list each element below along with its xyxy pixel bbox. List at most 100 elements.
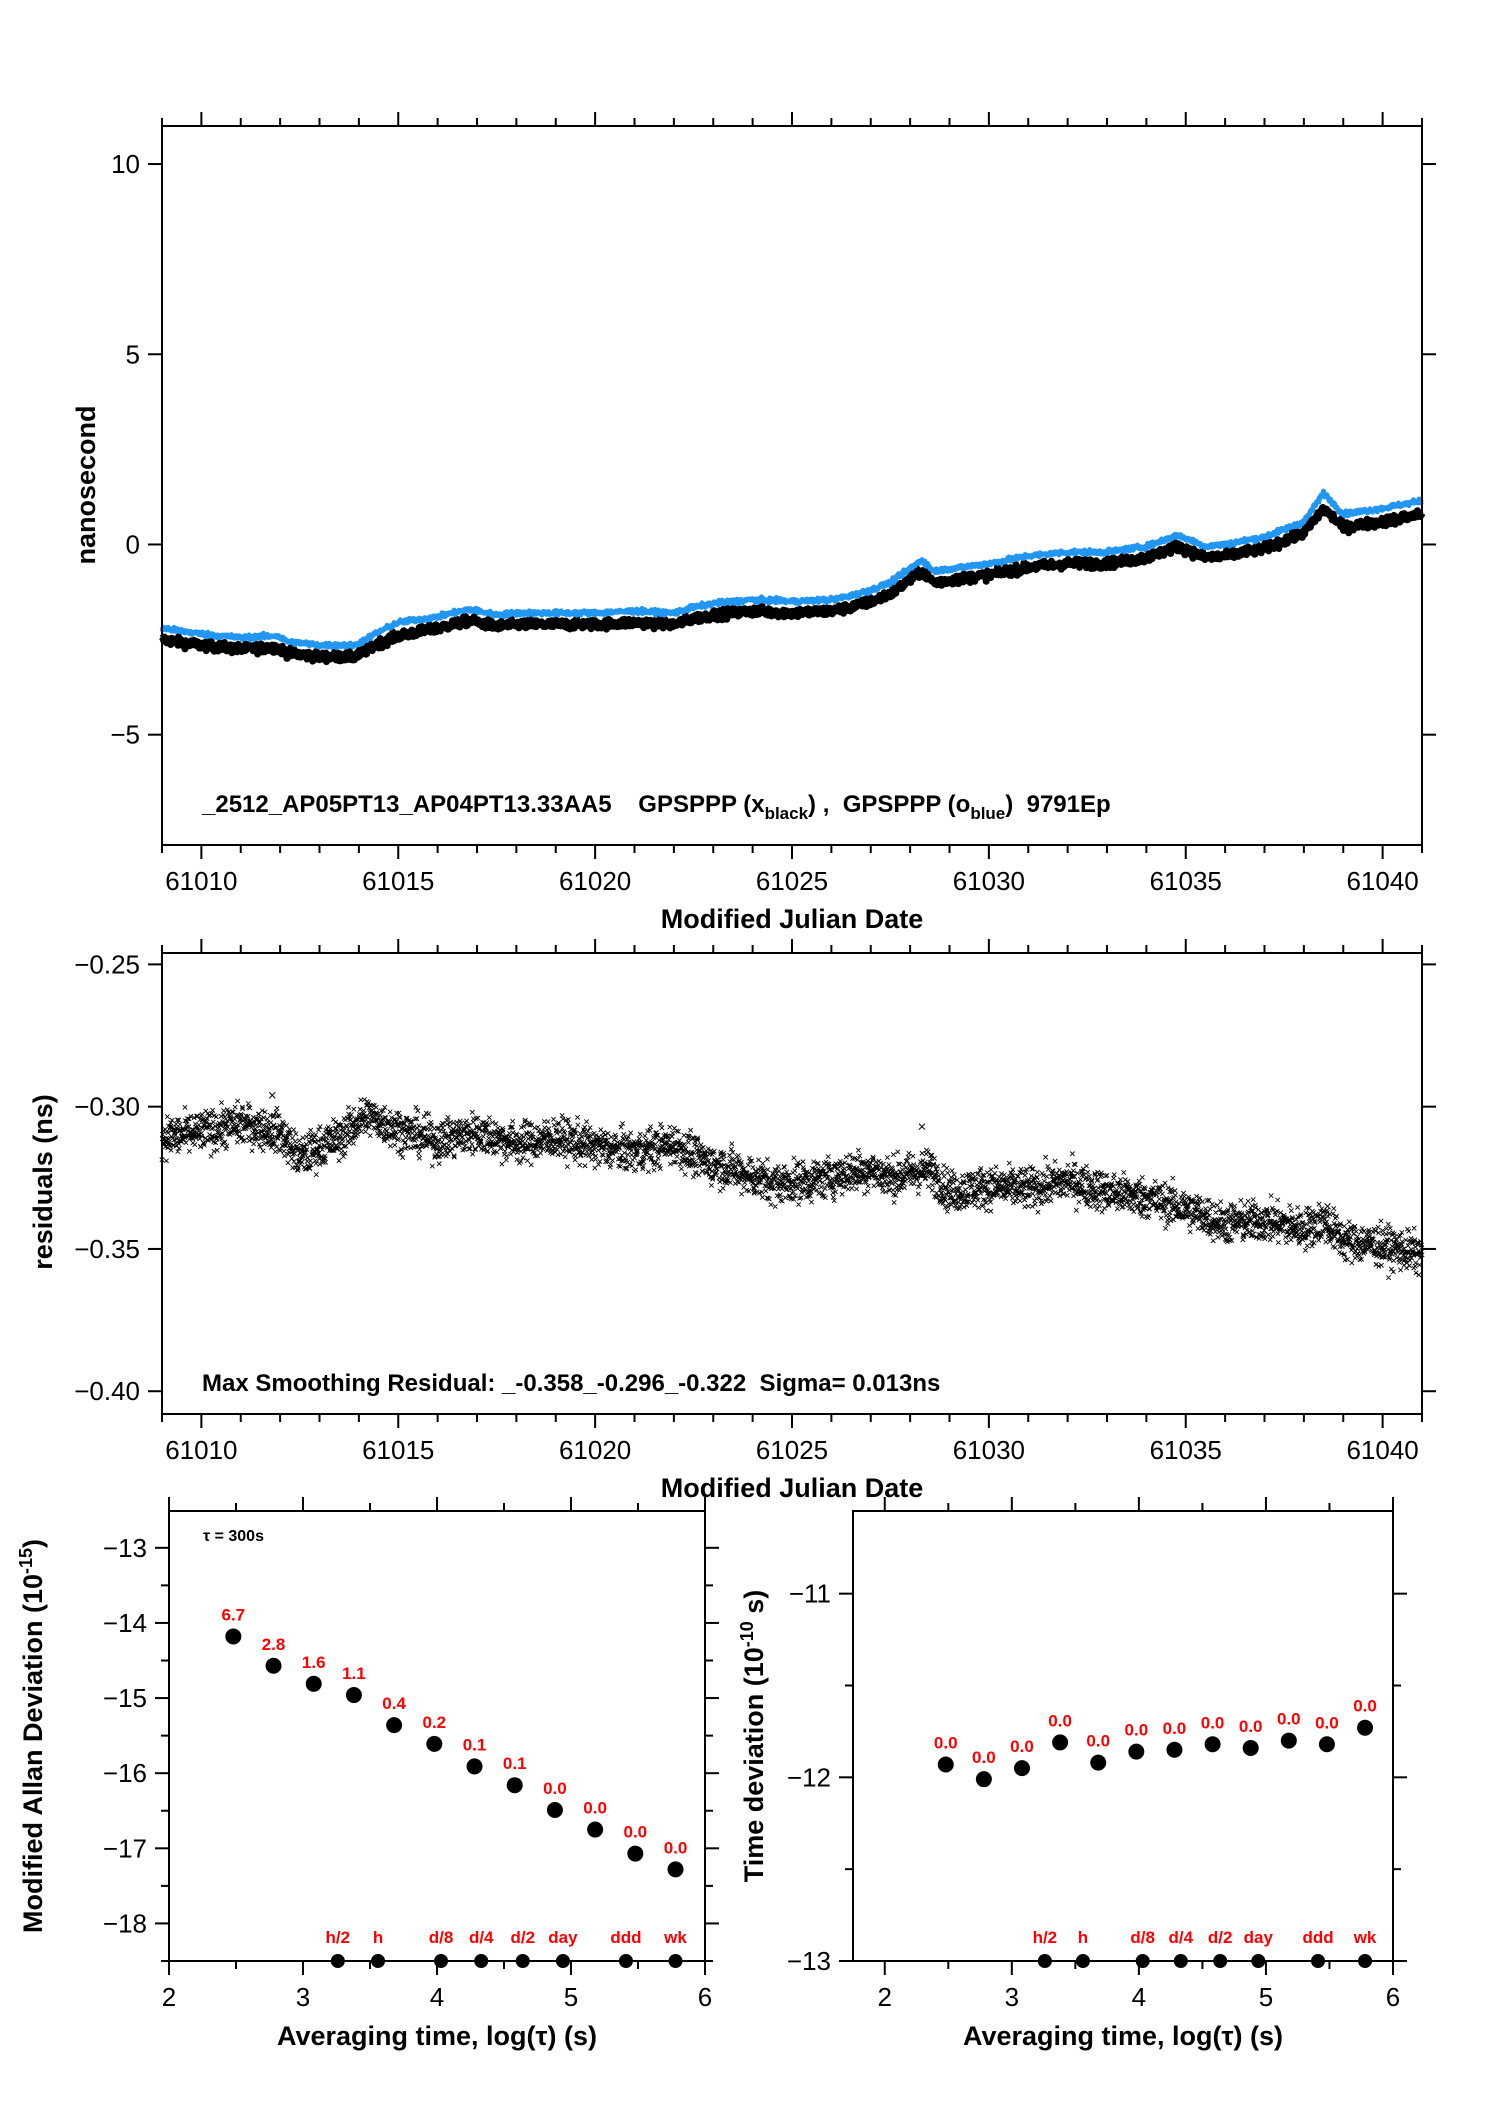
data-point [1052,1734,1069,1751]
data-point [1357,1719,1374,1736]
x-tick-label: 4 [1132,1982,1146,2012]
tau-marker [618,1954,633,1968]
x-tick-label: 61025 [756,866,828,896]
data-point [265,1657,282,1674]
tau-marker [1311,1954,1326,1968]
mdev-ylabel: Modified Allan Deviation (10-15) [16,1539,48,1933]
point-label: 0.0 [1239,1717,1263,1736]
y-tick-label: −5 [110,720,140,750]
point-label: 1.1 [342,1664,366,1683]
x-tick-label: 61035 [1150,866,1222,896]
point-label: 0.1 [503,1754,527,1773]
tau-marker [1075,1954,1090,1968]
data-point [667,1861,684,1878]
point-label: 0.0 [972,1748,996,1767]
residual-outlier-marker [1324,1202,1331,1210]
data-point [345,1687,362,1704]
y-tick-label: −16 [103,1758,147,1788]
tau-marker-label: ddd [610,1928,641,1947]
tau-marker [371,1954,386,1968]
data-point [627,1845,644,1862]
data-point [1280,1732,1297,1749]
tau-marker [1173,1954,1188,1968]
tau-marker-label: day [548,1928,578,1947]
tau-marker [555,1954,570,1968]
y-tick-label: 5 [126,339,140,369]
x-tick-label: 61010 [165,1435,237,1465]
data-point [225,1628,242,1645]
x-tick-label: 6 [698,1982,712,2012]
residuals-annotation: Max Smoothing Residual: _-0.358_-0.296_-… [202,1370,940,1397]
residual-outlier-marker [1249,1231,1257,1239]
y-tick-label: −12 [787,1762,831,1792]
y-tick-label: 0 [126,529,140,559]
x-tick-label: 5 [1259,1982,1273,2012]
x-tick-label: 61035 [1150,1435,1222,1465]
x-tick-label: 61030 [953,866,1025,896]
point-label: 0.1 [463,1735,487,1754]
tau-marker-label: d/8 [429,1928,454,1947]
tau-marker-label: d/4 [469,1928,494,1947]
tau-marker-label: h/2 [326,1928,351,1947]
time-series-frame [161,125,1423,846]
point-label: 0.0 [1048,1711,1072,1730]
point-label: 0.0 [1125,1721,1149,1740]
tau-marker [1213,1954,1228,1968]
tau-marker-label: d/2 [510,1928,535,1947]
point-label: 0.0 [664,1838,688,1857]
tau-marker [1135,1954,1150,1968]
point-label: 1.6 [302,1653,326,1672]
data-point [937,1756,954,1773]
x-tick-label: 4 [430,1982,444,2012]
tau-marker-label: wk [663,1928,687,1947]
y-tick-label: −17 [103,1833,147,1863]
mdev-panel: 2 3 4 5 6 −18 −17 −16 −15 −14 −13 6.7 2.8 1.6 1.1 0.4 0… [16,1497,719,2051]
tau-marker-label: d/2 [1208,1928,1233,1947]
y-tick-label: −13 [787,1946,831,1976]
tdev-ylabel-sup: -10 [737,1621,757,1647]
mdev-ticks: 2 3 4 5 6 −18 −17 −16 −15 −14 −13 [103,1497,719,2012]
point-label: 0.4 [382,1694,406,1713]
residual-x-markers [159,1097,1425,1281]
y-tick-label: −18 [103,1908,147,1938]
tdev-frame [852,1510,1394,1962]
x-tick-label: 61040 [1346,1435,1418,1465]
mdev-data: 6.7 2.8 1.6 1.1 0.4 0.2 0.1 0.1 0.0 0.0 0.0 0.0 h/2 h… [221,1605,687,1968]
data-point [305,1675,322,1692]
data-point [506,1777,523,1794]
y-tick-label: −15 [103,1683,147,1713]
residuals-data [159,1091,1425,1281]
point-label: 0.0 [543,1779,567,1798]
time-series-ticks: 61010 61015 61020 61025 61030 61035 61040 −5 0 5 1… [110,112,1436,896]
data-point [1128,1743,1145,1760]
legend-middle: ) , GPSPPP (o [808,791,970,818]
x-tick-label: 61030 [953,1435,1025,1465]
tdev-ticks: 2 3 4 5 6 −13 −12 −11 [787,1497,1407,2012]
point-label: 0.0 [1353,1697,1377,1716]
x-tick-label: 2 [162,1982,176,2012]
y-tick-label: −0.40 [74,1376,140,1406]
tau-marker-label: d/4 [1169,1928,1194,1947]
point-label: 0.0 [1277,1710,1301,1729]
time-series-ylabel: nanosecond [71,405,101,564]
data-point [1204,1736,1221,1753]
point-label: 0.0 [1163,1719,1187,1738]
x-tick-label: 61020 [559,866,631,896]
mdev-frame [168,1510,706,1962]
tau-marker [434,1954,449,1968]
y-tick-label: 10 [111,149,140,179]
mdev-xlabel: Averaging time, log(τ) (s) [277,2021,597,2051]
residuals-ylabel: residuals (ns) [28,1094,58,1270]
point-label: 2.8 [262,1635,286,1654]
legend-sub-black: black [765,804,809,823]
x-tick-label: 6 [1386,1982,1400,2012]
x-tick-label: 2 [878,1982,892,2012]
tau-marker [515,1954,530,1968]
point-label: 0.0 [1010,1737,1034,1756]
y-tick-label: −0.30 [74,1092,140,1122]
tdev-data: 0.0 0.0 0.0 0.0 0.0 0.0 0.0 0.0 0.0 0.0 0.0 0.0 h/2 h… [934,1697,1377,1968]
y-tick-label: −0.25 [74,949,140,979]
tau-marker [474,1954,489,1968]
x-tick-label: 3 [1005,1982,1019,2012]
